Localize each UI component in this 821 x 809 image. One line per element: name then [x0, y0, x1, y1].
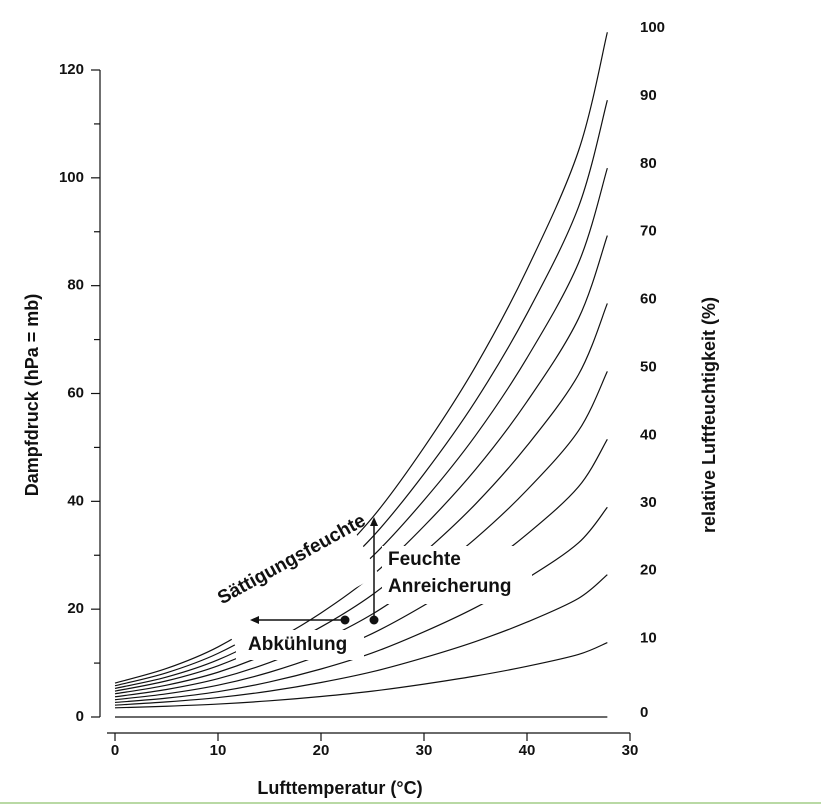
curve-label: 20 [640, 562, 657, 579]
annotation: Feuchte [388, 549, 461, 570]
x-tick-label: 30 [622, 742, 639, 759]
rh-curve [114, 167, 608, 690]
rh-curve [114, 574, 608, 706]
y-tick-label: 100 [59, 169, 84, 186]
curve-label: 60 [640, 290, 657, 307]
curve-label: 70 [640, 222, 657, 239]
x-axis-title: Lufttemperatur (°C) [257, 778, 422, 798]
axes: 0 20 40 60 80 100 120 0 10 20 30 40 30 [59, 61, 638, 759]
y-tick-label: 20 [67, 600, 84, 617]
curve-label: 90 [640, 87, 657, 104]
y-axis-title: Dampfdruck (hPa = mb) [22, 294, 42, 497]
curve-label: 50 [640, 358, 657, 375]
rh-curve [114, 32, 608, 684]
rh-curve [114, 371, 608, 698]
label-gap [236, 630, 364, 660]
y-tick-label: 80 [67, 277, 84, 294]
curve-label: 100 [640, 19, 665, 36]
state-point [369, 615, 379, 625]
rh-curve [114, 235, 608, 692]
curve-label: 40 [640, 426, 657, 443]
x-tick-label: 0 [111, 742, 119, 759]
x-tick-label: 40 [519, 742, 536, 759]
y-tick-label: 0 [76, 708, 84, 725]
label-gap [382, 546, 532, 604]
annotation: Abkühlung [248, 634, 347, 655]
x-tick-label: 30 [416, 742, 433, 759]
label-gap [205, 513, 379, 653]
y-tick-label: 120 [59, 61, 84, 78]
curve-label: 0 [640, 704, 648, 721]
curve-label: 10 [640, 630, 657, 647]
x-tick-label: 20 [313, 742, 330, 759]
y-tick-label: 60 [67, 384, 84, 401]
curve-label: 30 [640, 494, 657, 511]
arrow-head [370, 517, 378, 526]
rh-curve [114, 100, 608, 687]
rh-curve [114, 439, 608, 701]
y2-axis-title: relative Luftfeuchtigkeit (%) [699, 297, 719, 533]
state-point [340, 615, 350, 625]
arrow-head [250, 616, 259, 624]
x-tick-label: 10 [210, 742, 227, 759]
annotation: Anreicherung [388, 576, 512, 597]
curve-label: 80 [640, 155, 657, 172]
rh-curve [114, 642, 608, 709]
y-tick-label: 40 [67, 492, 84, 509]
rh-curve [114, 506, 608, 704]
